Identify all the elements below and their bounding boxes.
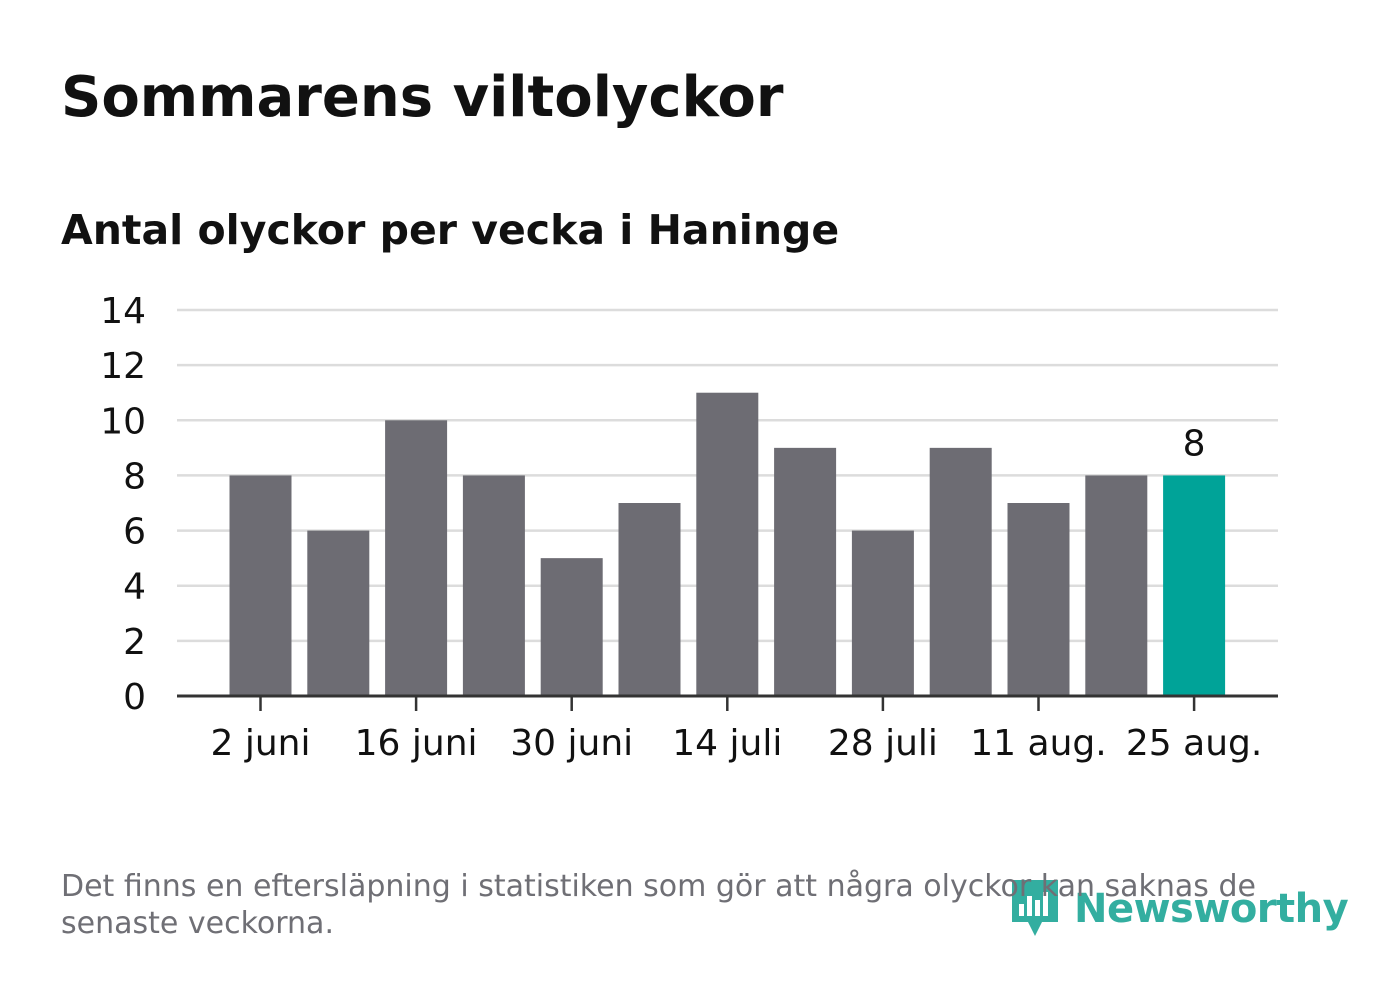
bar-16-juni [385,420,448,696]
bar-9-juni [307,530,370,696]
x-tick-label: 30 juni [510,723,633,764]
footnote: Det finns en eftersläpning i statistiken… [61,869,1256,941]
x-tick-label: 14 juli [672,723,782,764]
y-tick-label: 2 [123,622,146,663]
y-tick-label: 10 [100,401,146,442]
newsworthy-logo: Newsworthy [1010,874,1349,944]
bar-21-juli [774,447,837,696]
bar-4-aug [929,447,992,696]
y-tick-label: 0 [123,677,146,718]
bar-7-juli [618,503,681,696]
y-tick-label: 12 [100,346,146,387]
x-axis-ticks: 2 juni 16 juni 30 juni 14 juli 28 juli 11 aug… [211,696,1262,764]
chart-title: Sommarens viltolyckor [61,65,784,130]
chart-subtitle: Antal olyckor per vecka i Haninge [61,206,840,254]
y-axis-ticks: 0 2 4 6 8 10 12 14 [100,291,146,718]
x-tick-label: 2 juni [211,723,311,764]
y-tick-label: 4 [123,567,146,608]
bar-23-juni [462,475,525,696]
bar-25-aug [1163,475,1226,696]
x-tick-label: 11 aug. [970,723,1106,764]
y-tick-label: 14 [100,291,146,332]
x-tick-label: 25 aug. [1126,723,1262,764]
bar-28-juli [851,530,914,696]
bar-11-aug [1007,503,1070,696]
bar-30-juni [540,558,603,696]
bars [229,392,1226,696]
y-tick-label: 8 [123,456,146,497]
bar-18-aug [1085,475,1148,696]
data-labels: 8 [1183,423,1206,464]
bar-2-juni [229,475,292,696]
logo-text: Newsworthy [1074,886,1349,932]
bar-14-juli [696,392,759,696]
newsworthy-logo-icon [1010,874,1060,944]
x-tick-label: 28 juli [828,723,938,764]
data-label-highlight: 8 [1183,423,1206,464]
x-tick-label: 16 juni [355,723,478,764]
y-tick-label: 6 [123,512,146,553]
